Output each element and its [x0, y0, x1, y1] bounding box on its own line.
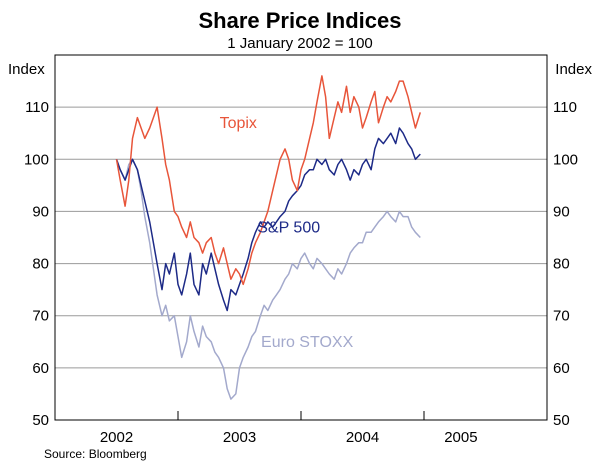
year-dividers: [177, 411, 425, 420]
source-note: Source: Bloomberg: [44, 447, 147, 461]
series-label-s-p-500: S&P 500: [257, 219, 320, 236]
x-tick-labels: 2002 2003 2004 2005: [100, 429, 478, 446]
chart-title: Share Price Indices: [199, 8, 402, 33]
y-axis-label-right: Index: [555, 61, 592, 78]
y-tick-left-100: 100: [24, 151, 49, 168]
series-line-topix: [115, 75, 422, 286]
chart-subtitle: 1 January 2002 = 100: [227, 35, 373, 52]
x-tick-2005: 2005: [444, 429, 477, 446]
x-tick-2002: 2002: [100, 429, 133, 446]
y-tick-left-70: 70: [32, 308, 49, 325]
y-tick-left-60: 60: [32, 360, 49, 377]
y-tick-left-50: 50: [32, 412, 49, 429]
y-tick-left-80: 80: [32, 256, 49, 273]
plot-frame: [54, 54, 548, 421]
y-tick-right-100: 100: [553, 151, 578, 168]
series-label-euro-stoxx: Euro STOXX: [261, 334, 354, 351]
y-tick-right-110: 110: [553, 99, 577, 116]
y-tick-right-60: 60: [553, 360, 570, 377]
series-label-topix: Topix: [220, 115, 257, 132]
y-tick-left-110: 110: [25, 99, 49, 116]
y-tick-left-90: 90: [32, 203, 49, 220]
y-tick-right-70: 70: [553, 308, 570, 325]
x-tick-2003: 2003: [223, 429, 256, 446]
series-line-s-p-500: [115, 127, 421, 312]
x-tick-2004: 2004: [346, 429, 379, 446]
series-lines: [115, 75, 422, 400]
y-tick-right-90: 90: [553, 203, 570, 220]
series-line-euro-stoxx: [115, 158, 421, 400]
y-tick-right-80: 80: [553, 256, 570, 273]
y-tick-right-50: 50: [553, 412, 570, 429]
grid-lines: [55, 106, 547, 369]
series-labels: Topix S&P 500 Euro STOXX: [220, 115, 354, 351]
y-tick-labels: 50 50 60 60 70 70 80 80 90 90 100 100 110 110: [24, 99, 578, 429]
y-axis-label-left: Index: [8, 61, 45, 78]
